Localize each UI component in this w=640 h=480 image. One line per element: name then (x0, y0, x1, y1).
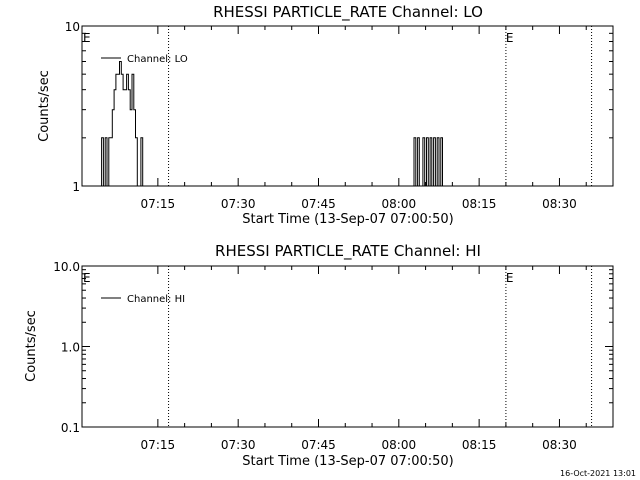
legend: Channel: LO (101, 54, 188, 65)
y-tick-label: 1 (72, 180, 80, 194)
y-ticks: 1 10 (65, 20, 613, 194)
x-tick-label: 08:15 (462, 197, 497, 211)
chart-title: RHESSI PARTICLE_RATE Channel: LO (213, 3, 483, 22)
plot-frame (81, 265, 614, 428)
x-tick-label: 07:15 (141, 197, 176, 211)
y-ticks: 0.1 1.0 10.0 (53, 260, 613, 435)
vertical-markers (168, 26, 593, 186)
y-tick-label: 10.0 (53, 260, 80, 274)
legend-entry: Channel: HI (127, 294, 185, 305)
x-tick-label: 08:00 (382, 438, 417, 452)
x-tick-label: 07:30 (221, 438, 256, 452)
y-tick-label: 1.0 (61, 341, 80, 355)
event-marker-label: E (83, 31, 91, 45)
x-tick-label: 07:30 (221, 197, 256, 211)
x-tick-label: 08:30 (542, 197, 577, 211)
x-tick-label: 08:30 (542, 438, 577, 452)
x-ticks: 07:15 07:30 07:45 08:00 08:15 08:30 (141, 26, 587, 211)
event-marker-label: E (506, 31, 514, 45)
y-axis-label: Counts/sec (24, 310, 39, 382)
x-axis-label: Start Time (13-Sep-07 07:00:50) (242, 454, 453, 469)
x-tick-label: 08:15 (462, 438, 497, 452)
legend: Channel: HI (101, 294, 185, 305)
panel-hi: RHESSI PARTICLE_RATE Channel: HI Counts/… (24, 242, 614, 469)
x-tick-label: 08:00 (382, 197, 417, 211)
series-group (99, 61, 443, 187)
chart-title: RHESSI PARTICLE_RATE Channel: HI (215, 242, 481, 261)
y-axis-label: Counts/sec (37, 70, 52, 142)
event-marker-label: E (83, 271, 91, 285)
y-tick-label: 10 (65, 20, 80, 34)
plot-frame (81, 25, 614, 187)
vertical-markers (168, 266, 593, 427)
footer-timestamp: 16-Oct-2021 13:01 (560, 469, 636, 478)
x-tick-label: 07:15 (141, 438, 176, 452)
x-ticks: 07:15 07:30 07:45 08:00 08:15 08:30 (141, 266, 587, 452)
x-axis-label: Start Time (13-Sep-07 07:00:50) (242, 212, 453, 227)
series-line (99, 61, 443, 187)
panel-lo: RHESSI PARTICLE_RATE Channel: LO Counts/… (37, 3, 614, 227)
y-tick-label: 0.1 (61, 421, 80, 435)
event-marker-label: E (506, 271, 514, 285)
legend-entry: Channel: LO (127, 54, 188, 65)
x-tick-label: 07:45 (301, 197, 336, 211)
x-tick-label: 07:45 (301, 438, 336, 452)
